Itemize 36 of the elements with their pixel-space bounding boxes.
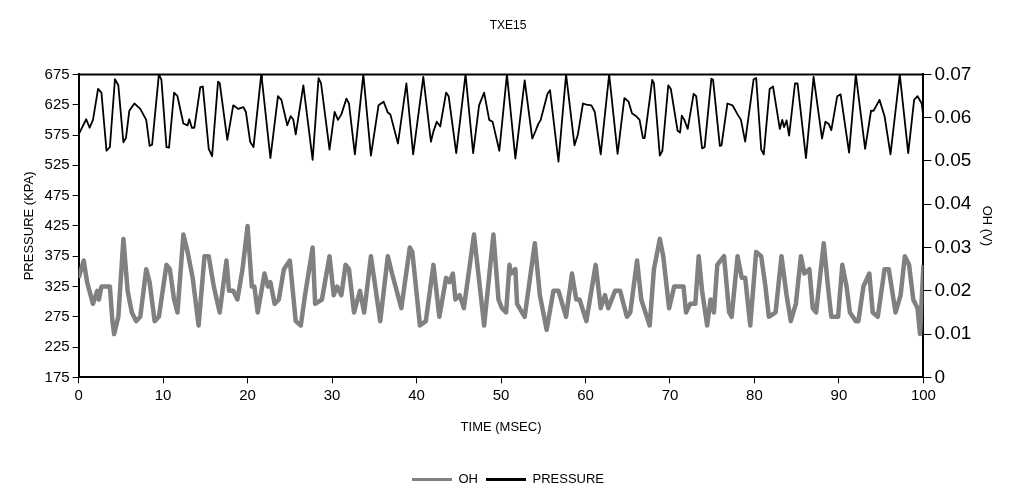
y2-tick-label: 0.07 <box>934 62 972 84</box>
y-tick-label: 675 <box>44 64 70 82</box>
legend-label: OH <box>458 471 478 487</box>
x-axis-title: TIME (MSEC) <box>460 418 542 434</box>
y-tick-label: 275 <box>44 306 70 324</box>
y-tick-label: 325 <box>44 276 70 294</box>
y-tick-label: 375 <box>44 246 70 264</box>
x-tick-label: 0 <box>74 385 83 403</box>
x-tick-label: 10 <box>154 385 172 403</box>
y2-tick-label: 0.05 <box>934 149 972 171</box>
x-tick-label: 30 <box>323 385 341 403</box>
x-tick-label: 40 <box>408 385 425 403</box>
legend-label: PRESSURE <box>532 471 605 487</box>
y2-tick-label: 0.02 <box>934 279 972 301</box>
y-tick-label: 625 <box>44 94 70 112</box>
y2-axis-title: OH (V) <box>979 205 995 247</box>
y-tick-label: 425 <box>44 216 70 234</box>
x-tick-label: 90 <box>830 385 848 403</box>
y2-tick-label: 0.04 <box>934 192 972 214</box>
chart-title: TXE15 <box>489 17 527 32</box>
y2-tick-label: 0.03 <box>934 235 972 257</box>
y2-tick-label: 0.06 <box>934 105 972 127</box>
x-tick-label: 70 <box>661 385 679 403</box>
y-tick-label: 175 <box>44 367 70 385</box>
y-tick-label: 525 <box>44 155 70 173</box>
y-tick-label: 225 <box>44 337 70 355</box>
y-axis-title: PRESSURE (KPA) <box>21 171 37 281</box>
y2-tick-label: 0 <box>934 365 945 387</box>
x-tick-label: 50 <box>492 385 510 403</box>
y-tick-label: 575 <box>44 125 70 143</box>
x-tick-label: 100 <box>910 385 936 403</box>
x-tick-label: 80 <box>746 385 763 403</box>
x-tick-label: 60 <box>577 385 594 403</box>
y2-tick-label: 0.01 <box>934 322 972 344</box>
x-tick-label: 20 <box>239 385 256 403</box>
y-tick-label: 475 <box>44 185 70 203</box>
